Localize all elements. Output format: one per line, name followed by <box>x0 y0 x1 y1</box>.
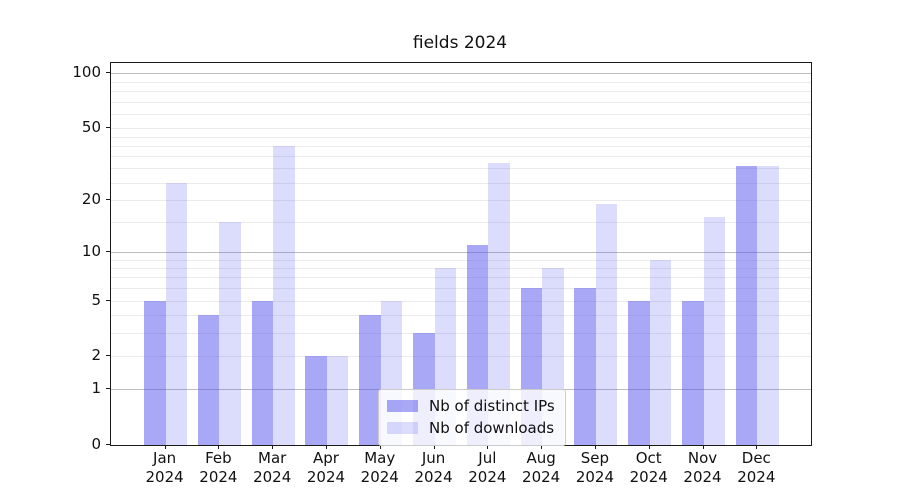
bar-downloads <box>703 216 725 445</box>
gridline <box>111 333 811 335</box>
y-axis-tick-label: 10 <box>81 241 101 260</box>
bar-downloads <box>595 203 618 445</box>
bar-distinct-ips <box>305 356 327 445</box>
x-axis-tick <box>648 445 650 449</box>
bar-distinct-ips <box>359 315 381 445</box>
gridline <box>111 267 811 269</box>
bar-distinct-ips <box>628 300 650 445</box>
x-axis-tick <box>433 445 435 449</box>
y-axis-tick <box>106 299 110 301</box>
bar-distinct-ips <box>682 300 704 445</box>
gridline <box>111 81 811 83</box>
x-axis-tick-label: Feb 2024 <box>199 449 238 486</box>
x-axis-tick-label: May 2024 <box>360 449 399 486</box>
y-axis-tick <box>106 127 110 129</box>
bar-downloads <box>165 182 188 445</box>
x-axis-tick-label: Oct 2024 <box>629 449 668 486</box>
gridline <box>111 113 811 115</box>
y-axis-tick-label: 100 <box>72 63 101 82</box>
x-axis-tick <box>702 445 704 449</box>
legend-label-downloads: Nb of downloads <box>429 419 555 437</box>
gridline <box>111 221 811 223</box>
gridline <box>111 300 811 302</box>
x-axis-tick-label: Sep 2024 <box>575 449 614 486</box>
gridline <box>111 128 811 130</box>
y-axis-tick-label: 20 <box>81 189 101 208</box>
gridline <box>111 277 811 279</box>
y-axis-tick-label: 50 <box>81 118 101 137</box>
gridline <box>111 182 811 184</box>
bar-downloads <box>219 221 241 445</box>
y-axis-tick-label: 0 <box>91 435 101 453</box>
gridline <box>111 156 811 158</box>
bar-distinct-ips <box>144 300 166 445</box>
gridline-major <box>111 73 811 75</box>
gridline <box>111 90 811 92</box>
gridline <box>111 199 811 201</box>
bar-distinct-ips <box>574 288 596 445</box>
gridline <box>111 168 811 170</box>
legend-item-distinct-ips: Nb of distinct IPs <box>387 395 555 417</box>
legend: Nb of distinct IPs Nb of downloads <box>378 389 566 446</box>
x-axis-tick-label: Aug 2024 <box>522 449 561 486</box>
y-axis-tick <box>106 250 110 252</box>
gridline <box>111 101 811 103</box>
x-axis-tick <box>379 445 381 449</box>
y-axis-tick-label: 2 <box>91 346 101 365</box>
x-axis-tick <box>218 445 220 449</box>
x-axis-tick-label: Mar 2024 <box>253 449 292 486</box>
y-axis-tick <box>106 198 110 200</box>
x-axis-tick <box>272 445 274 449</box>
y-axis-tick-label: 5 <box>91 290 101 309</box>
bar-downloads <box>488 163 510 445</box>
gridline <box>111 259 811 261</box>
x-axis-tick <box>487 445 489 449</box>
y-axis-tick <box>106 355 110 357</box>
gridline <box>111 315 811 317</box>
x-axis-tick <box>325 445 327 449</box>
x-axis-tick <box>756 445 758 449</box>
gridline-major <box>111 251 811 253</box>
x-axis-tick-label: Jan 2024 <box>145 449 184 486</box>
x-axis-tick <box>594 445 596 449</box>
y-axis-tick <box>106 388 110 390</box>
bar-downloads <box>649 259 672 445</box>
x-axis-tick-label: Nov 2024 <box>683 449 722 486</box>
x-axis-tick-label: Dec 2024 <box>737 449 776 486</box>
x-axis-tick-label: Apr 2024 <box>306 449 346 486</box>
legend-swatch-downloads <box>387 422 418 434</box>
y-axis-tick <box>106 444 110 445</box>
gridline <box>111 288 811 290</box>
bar-distinct-ips <box>251 300 274 445</box>
x-axis-tick <box>541 445 543 449</box>
bar-downloads <box>326 356 349 445</box>
y-axis-tick-label: 1 <box>91 379 101 398</box>
legend-swatch-distinct-ips <box>387 400 418 412</box>
x-axis-tick-label: Jun 2024 <box>414 449 453 486</box>
gridline <box>111 136 811 138</box>
bar-downloads <box>757 165 779 445</box>
legend-item-downloads: Nb of downloads <box>387 417 555 439</box>
chart-title: fields 2024 <box>412 33 508 53</box>
y-axis-tick <box>106 72 110 74</box>
x-axis-tick-label: Jul 2024 <box>468 449 507 486</box>
bar-downloads <box>273 145 295 445</box>
legend-label-distinct-ips: Nb of distinct IPs <box>429 397 555 415</box>
bar-distinct-ips <box>735 165 758 445</box>
bar-distinct-ips <box>197 315 220 445</box>
x-axis-tick <box>164 445 166 449</box>
gridline <box>111 356 811 358</box>
gridline <box>111 145 811 147</box>
